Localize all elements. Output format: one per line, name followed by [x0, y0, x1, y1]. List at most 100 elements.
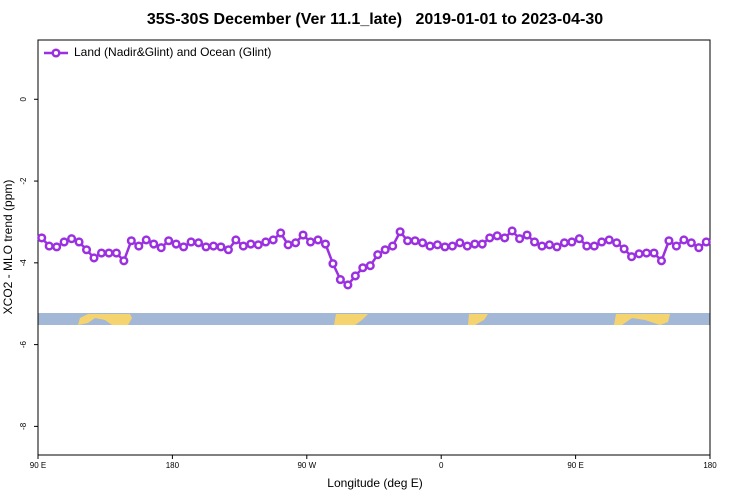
point: [515, 234, 525, 244]
point: [552, 242, 562, 252]
point: [582, 241, 592, 251]
point: [380, 245, 390, 255]
point: [104, 248, 114, 258]
point: [253, 240, 263, 250]
point: [335, 275, 345, 285]
point: [440, 242, 450, 252]
point: [537, 241, 547, 251]
point: [268, 235, 278, 245]
y-tick-label: -4: [19, 259, 28, 267]
point: [507, 226, 517, 236]
x-axis-label: Longitude (deg E): [327, 476, 422, 490]
y-tick-label: -8: [19, 422, 28, 430]
point: [529, 237, 540, 247]
point: [59, 237, 69, 247]
point: [208, 241, 219, 251]
point: [111, 248, 121, 258]
land: [614, 314, 670, 325]
point: [119, 256, 129, 266]
point: [365, 261, 375, 271]
point: [37, 233, 47, 243]
point: [179, 242, 189, 252]
point: [522, 230, 532, 240]
point: [141, 235, 151, 245]
point: [298, 230, 308, 240]
point: [425, 241, 435, 251]
point: [627, 252, 637, 262]
point: [470, 239, 480, 249]
point: [238, 241, 248, 251]
point: [216, 242, 226, 252]
point: [350, 271, 360, 281]
point: [186, 237, 196, 247]
point: [201, 242, 211, 252]
point: [96, 248, 107, 258]
point: [485, 233, 495, 243]
legend-label: Land (Nadir&Glint) and Ocean (Glint): [74, 45, 271, 59]
point: [373, 250, 383, 260]
point: [492, 231, 502, 241]
point: [589, 241, 599, 251]
point: [455, 238, 465, 248]
x-tick-label: 180: [703, 461, 717, 470]
point: [126, 236, 136, 246]
point: [134, 241, 144, 251]
point: [612, 238, 622, 248]
point: [559, 238, 569, 248]
point: [388, 241, 398, 251]
point: [604, 235, 614, 245]
point: [477, 239, 487, 249]
point: [686, 238, 696, 248]
point: [89, 253, 99, 263]
point: [619, 244, 629, 254]
land: [334, 314, 368, 325]
point: [164, 236, 174, 246]
y-axis-label: XCO2 - MLO trend (ppm): [1, 180, 15, 315]
point: [664, 236, 674, 246]
point: [500, 233, 510, 243]
point: [447, 241, 457, 251]
y-tick-label: -2: [19, 177, 28, 185]
point: [261, 237, 271, 247]
point: [701, 237, 711, 247]
x-tick-label: 90 E: [30, 461, 46, 470]
point: [193, 238, 204, 248]
point: [283, 240, 293, 250]
point: [694, 243, 704, 253]
ocean-band: [38, 313, 710, 325]
point: [305, 237, 316, 247]
point: [171, 239, 181, 249]
point: [649, 248, 659, 258]
y-tick-label: 0: [19, 97, 28, 102]
point: [44, 241, 54, 251]
point: [343, 280, 353, 290]
land: [78, 314, 132, 325]
map-strip: [38, 313, 710, 325]
point: [410, 236, 420, 246]
point: [641, 248, 652, 258]
x-tick-label: 90 E: [567, 461, 583, 470]
point: [462, 241, 472, 251]
x-tick-label: 180: [166, 461, 180, 470]
point: [320, 239, 331, 249]
point: [574, 234, 584, 244]
point: [656, 256, 667, 266]
y-tick-label: -6: [19, 341, 28, 349]
legend-marker: [51, 48, 61, 58]
x-tick-label: 0: [439, 461, 444, 470]
point: [597, 237, 607, 247]
point: [403, 236, 413, 246]
point: [81, 245, 92, 255]
point: [634, 249, 644, 259]
point: [358, 263, 368, 273]
point: [223, 245, 233, 255]
point: [74, 237, 84, 247]
point: [149, 239, 159, 249]
point: [567, 237, 577, 247]
plot-frame: [37, 39, 711, 456]
point: [67, 234, 77, 244]
land: [468, 314, 488, 325]
point: [432, 240, 443, 250]
